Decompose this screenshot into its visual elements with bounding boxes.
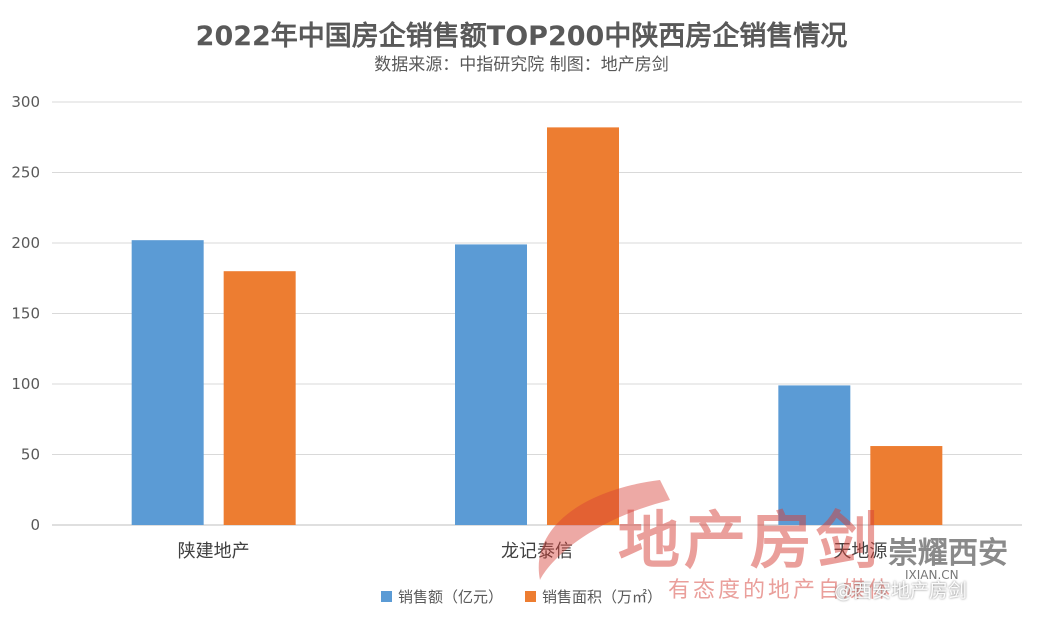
legend-label-sales: 销售额（亿元） <box>397 588 503 606</box>
x-category-label: 陕建地产 <box>178 541 250 562</box>
bar-sales <box>455 244 527 525</box>
legend-swatch-area <box>525 591 536 602</box>
chart-legend: 销售额（亿元） 销售面积（万㎡） <box>0 586 1043 607</box>
y-tick-label: 150 <box>11 305 40 323</box>
x-category-label: 天地源 <box>833 541 887 562</box>
y-tick-label: 100 <box>11 375 40 393</box>
legend-swatch-sales <box>380 591 392 602</box>
y-tick-label: 200 <box>11 234 40 252</box>
x-category-label: 龙记泰信 <box>501 541 573 562</box>
watermark-swoosh <box>538 480 670 580</box>
bar-area <box>223 271 296 525</box>
bar-sales <box>131 240 204 525</box>
chart-subtitle: 数据来源：中指研究院 制图：地产房剑 <box>374 55 669 75</box>
y-tick-label: 50 <box>21 446 40 464</box>
bar-sales <box>778 385 851 525</box>
y-tick-label: 0 <box>30 516 40 534</box>
chart-title: 2022年中国房企销售额TOP200中陕西房企销售情况 <box>195 21 848 52</box>
bar-area <box>870 446 943 525</box>
legend-item-sales: 销售额（亿元） <box>380 586 503 607</box>
legend-label-area: 销售面积（万㎡） <box>542 588 663 606</box>
bar-area <box>547 127 619 525</box>
y-tick-label: 300 <box>11 93 40 111</box>
legend-item-area: 销售面积（万㎡） <box>525 586 662 607</box>
y-tick-label: 250 <box>11 164 40 182</box>
